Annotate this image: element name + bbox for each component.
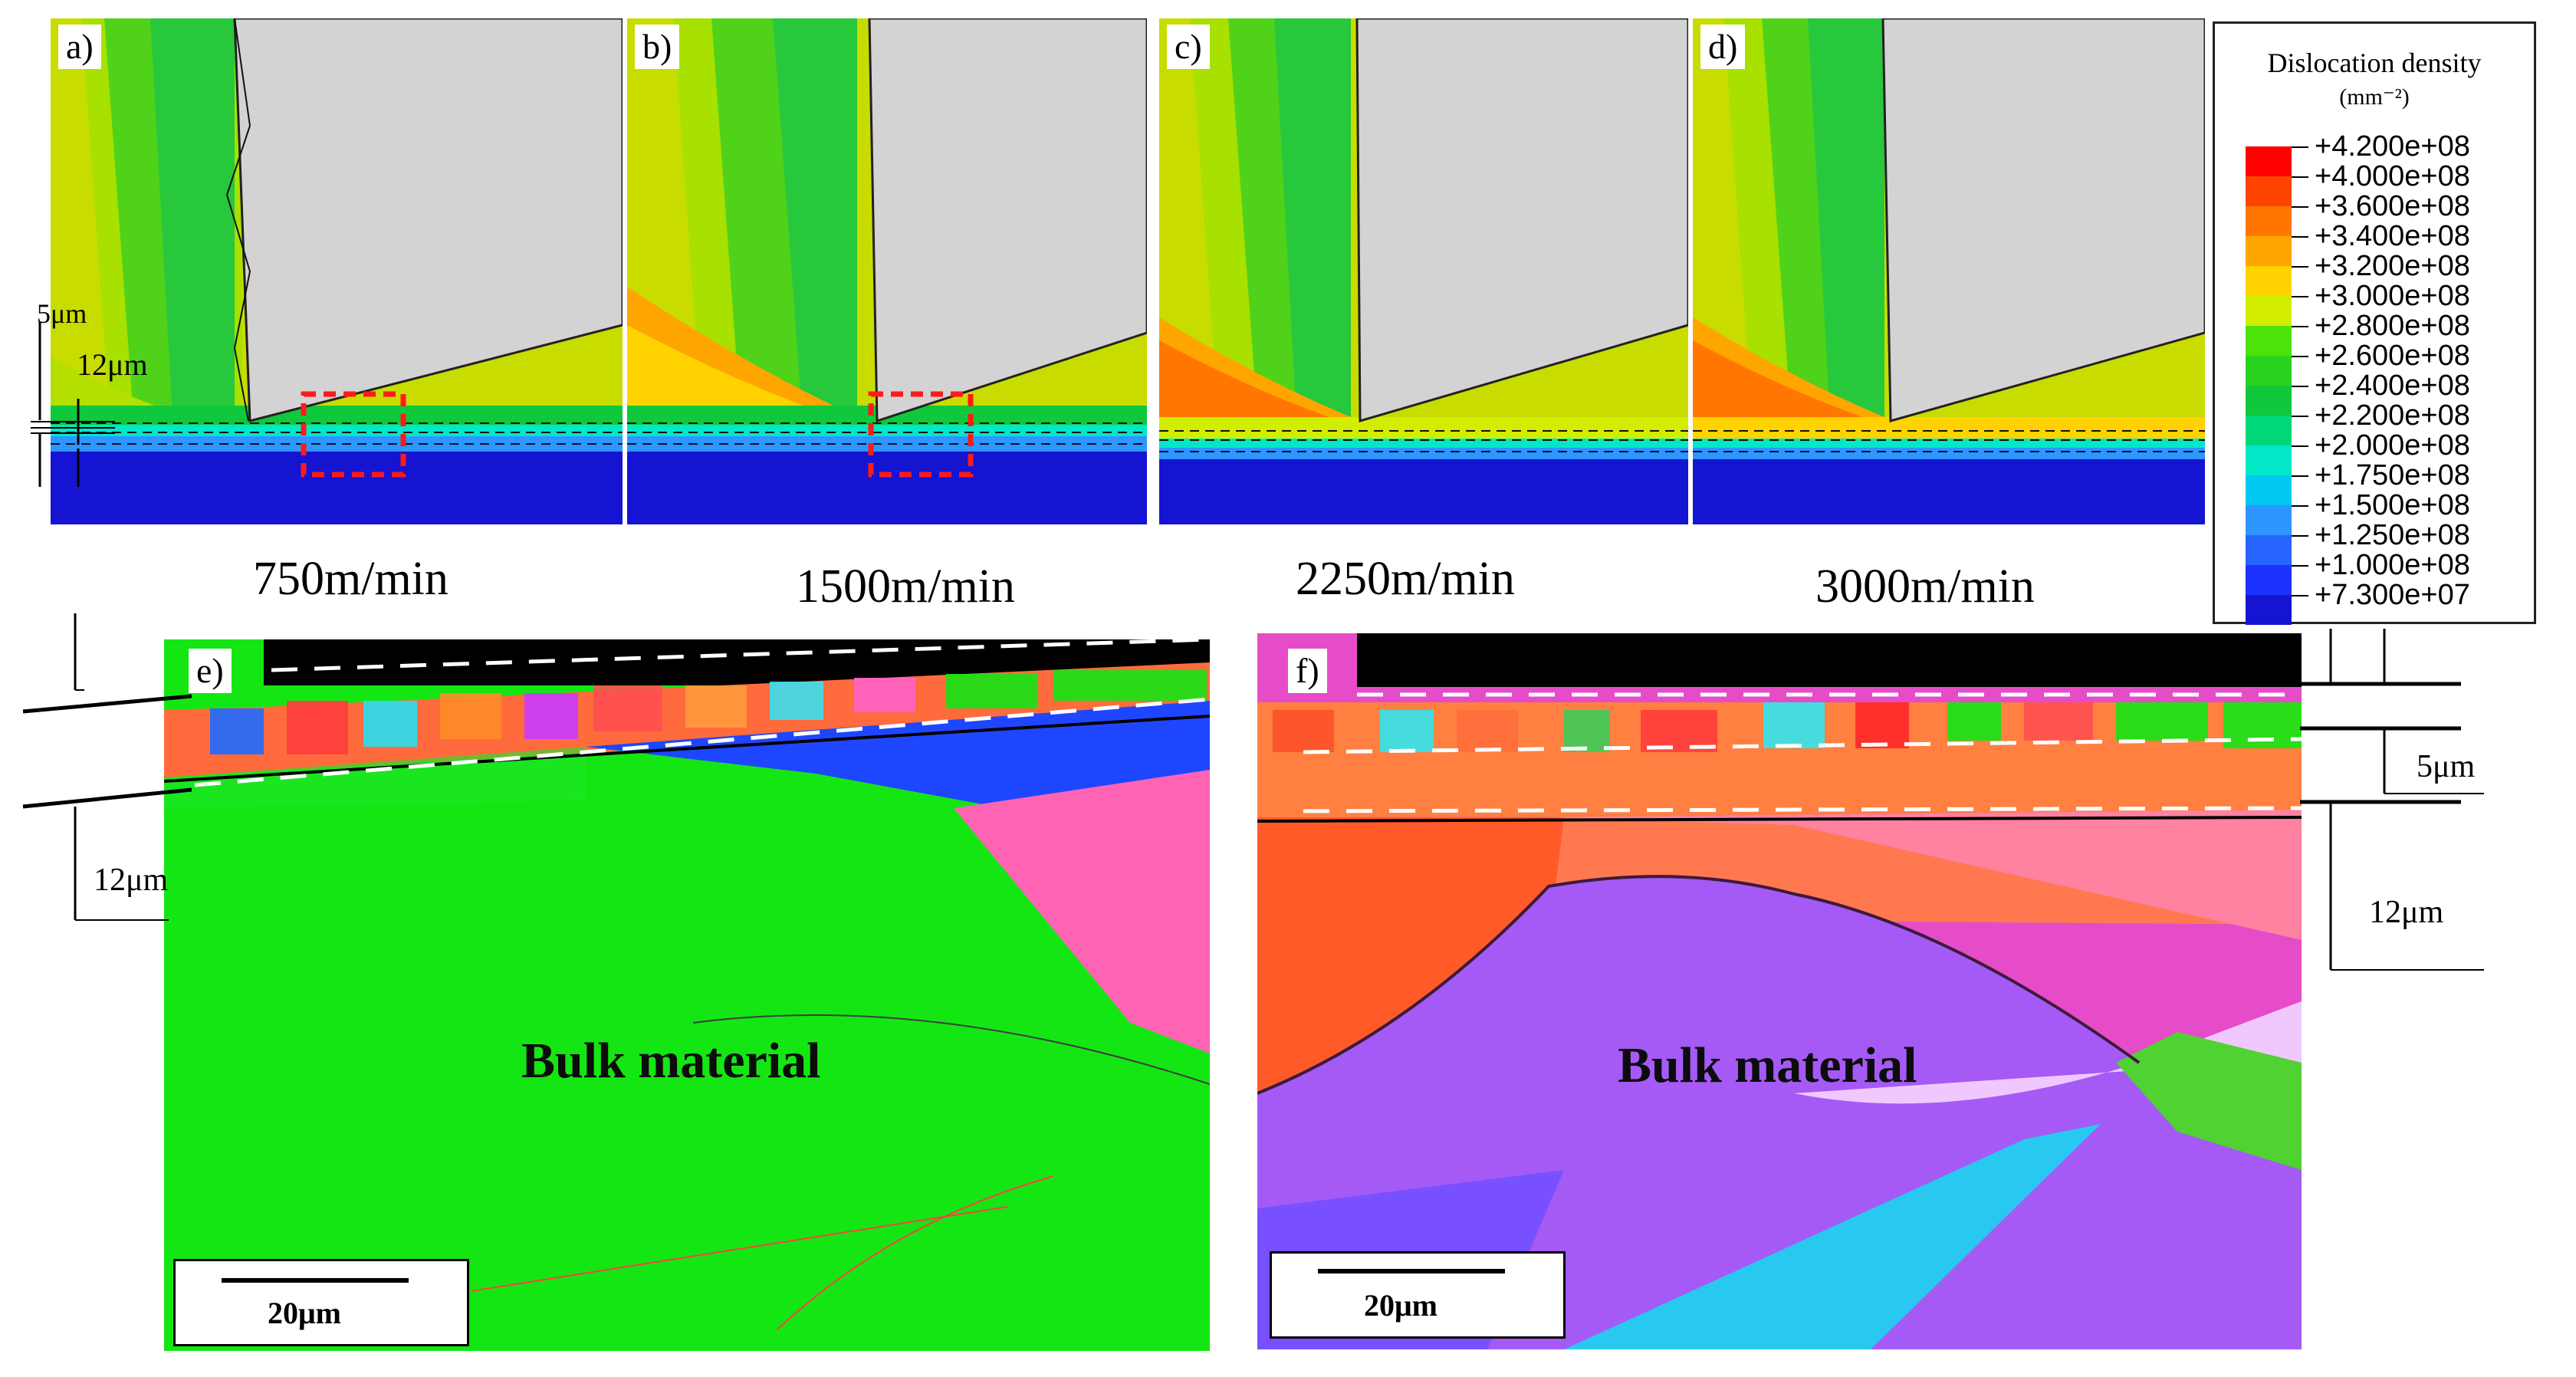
legend-tick <box>2292 236 2308 238</box>
speed-label-b: 1500m/min <box>796 560 1015 613</box>
speed-label-a: 750m/min <box>253 553 449 605</box>
legend-tick <box>2292 266 2308 268</box>
dim-label-f-5um: 5μm <box>2417 749 2476 784</box>
dim-label-e-12um: 12μm <box>94 863 169 898</box>
fem-panel-c <box>1159 18 1688 524</box>
legend-swatch <box>2246 296 2292 326</box>
dislocation-density-legend: Dislocation density (mm⁻²) +4.200e+08 +4.… <box>2213 21 2536 625</box>
panel-label-b: b) <box>635 25 680 69</box>
dim-label-a-12um: 12μm <box>77 347 148 382</box>
legend-tick <box>2292 386 2308 387</box>
legend-tick <box>2292 475 2308 477</box>
dimension-lines-f <box>2300 629 2484 971</box>
legend-swatch <box>2246 266 2292 296</box>
legend-value: +3.600e+08 <box>2315 190 2470 222</box>
legend-tick <box>2292 445 2308 447</box>
legend-tick <box>2292 206 2308 208</box>
legend-swatch <box>2246 386 2292 416</box>
legend-value: +7.300e+07 <box>2315 579 2470 611</box>
legend-value: +2.400e+08 <box>2315 370 2470 402</box>
fem-panel-b <box>627 18 1147 524</box>
bulk-material-label-e: Bulk material <box>521 1033 821 1089</box>
dimension-lines-e <box>22 613 192 921</box>
dim-label-a-5um: 5μm <box>37 298 87 329</box>
speed-label-d: 3000m/min <box>1815 560 2035 613</box>
scale-bar-e <box>222 1278 409 1283</box>
legend-tick <box>2292 356 2308 357</box>
legend-value: +2.600e+08 <box>2315 340 2470 372</box>
legend-value: +3.200e+08 <box>2315 250 2470 282</box>
legend-value: +1.750e+08 <box>2315 459 2470 491</box>
fem-panel-a <box>51 18 623 524</box>
legend-swatch <box>2246 176 2292 206</box>
legend-tick <box>2292 296 2308 297</box>
legend-swatch <box>2246 475 2292 505</box>
legend-swatch <box>2246 146 2292 176</box>
legend-swatch <box>2246 236 2292 266</box>
legend-value: +2.200e+08 <box>2315 399 2470 432</box>
scale-label-e: 20μm <box>268 1296 341 1330</box>
legend-tick <box>2292 505 2308 507</box>
legend-tick <box>2292 146 2308 148</box>
dimension-lines-a <box>31 322 115 487</box>
legend-value: +3.400e+08 <box>2315 220 2470 252</box>
bulk-material-label-f: Bulk material <box>1618 1037 1917 1093</box>
legend-value: +4.000e+08 <box>2315 160 2470 192</box>
legend-value: +4.200e+08 <box>2315 130 2470 163</box>
legend-value: +2.800e+08 <box>2315 310 2470 342</box>
legend-swatch <box>2246 326 2292 356</box>
scale-box-e: 20μm <box>173 1259 469 1346</box>
legend-swatch <box>2246 595 2292 625</box>
legend-swatch <box>2246 535 2292 565</box>
legend-unit: (mm⁻²) <box>2339 84 2410 110</box>
panel-label-d: d) <box>1700 25 1746 69</box>
scale-box-f: 20μm <box>1270 1251 1566 1339</box>
legend-value: +1.500e+08 <box>2315 489 2470 521</box>
legend-value: +2.000e+08 <box>2315 429 2470 462</box>
legend-tick <box>2292 535 2308 537</box>
legend-swatch <box>2246 565 2292 595</box>
legend-tick <box>2292 595 2308 596</box>
legend-value: +3.000e+08 <box>2315 280 2470 312</box>
ebsd-panel-e <box>164 639 1210 1351</box>
legend-tick <box>2292 416 2308 417</box>
dim-label-f-12um: 12μm <box>2369 895 2444 930</box>
panel-label-e: e) <box>189 649 232 693</box>
panel-label-a: a) <box>58 25 101 69</box>
fem-panel-d <box>1693 18 2205 524</box>
legend-swatch <box>2246 416 2292 445</box>
legend-value: +1.250e+08 <box>2315 519 2470 551</box>
panel-label-f: f) <box>1288 649 1327 693</box>
legend-swatch <box>2246 206 2292 236</box>
scale-bar-f <box>1318 1269 1505 1273</box>
legend-value: +1.000e+08 <box>2315 549 2470 581</box>
scale-label-f: 20μm <box>1364 1288 1438 1323</box>
ebsd-panel-f <box>1257 633 2302 1349</box>
legend-tick <box>2292 176 2308 178</box>
speed-label-c: 2250m/min <box>1296 553 1515 605</box>
panel-label-c: c) <box>1167 25 1210 69</box>
legend-tick <box>2292 565 2308 567</box>
legend-swatch <box>2246 505 2292 535</box>
legend-swatch <box>2246 445 2292 475</box>
legend-tick <box>2292 326 2308 327</box>
legend-swatch <box>2246 356 2292 386</box>
legend-title: Dislocation density <box>2267 48 2482 78</box>
